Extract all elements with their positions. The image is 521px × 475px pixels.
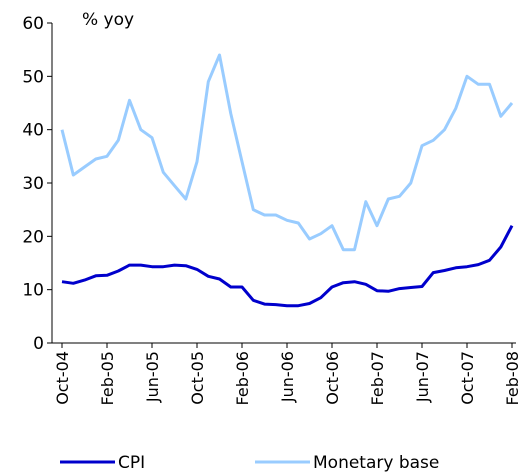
y-tick-label: 50: [22, 67, 44, 87]
series-line: [60, 53, 514, 252]
x-tick-label: Jun-05: [143, 351, 162, 403]
x-tick-label: Oct-06: [323, 351, 342, 405]
x-tick-label: Feb-05: [98, 351, 117, 405]
x-tick-label: Feb-07: [368, 351, 387, 405]
x-tick-label: Oct-04: [53, 351, 72, 405]
y-tick-label: 60: [22, 14, 44, 34]
y-tick-label: 30: [22, 174, 44, 194]
x-tick-label: Feb-06: [233, 351, 252, 405]
y-tick-label: 40: [22, 121, 44, 141]
y-tick-label: 10: [22, 281, 44, 301]
x-tick-label: Oct-05: [188, 351, 207, 405]
x-tick-label: Jun-06: [278, 351, 297, 403]
legend-label: Monetary base: [313, 453, 439, 473]
legend-label: CPI: [118, 453, 145, 473]
series-line: [61, 225, 514, 308]
y-axis-label: % yoy: [82, 10, 134, 30]
x-tick-label: Jun-07: [413, 351, 432, 403]
x-tick-label: Feb-08: [503, 351, 521, 405]
x-tick-label: Oct-07: [458, 351, 477, 405]
y-tick-label: 20: [22, 227, 44, 247]
y-tick-label: 0: [33, 334, 44, 354]
